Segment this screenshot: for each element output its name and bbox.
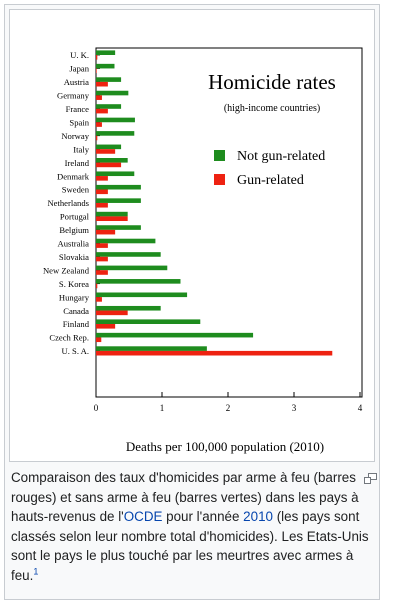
bar-gun-related bbox=[96, 135, 98, 141]
category-label: Sweden bbox=[62, 185, 90, 195]
legend-label-not-gun: Not gun-related bbox=[237, 149, 325, 164]
bar-not-gun-related bbox=[96, 158, 128, 163]
category-label: U. K. bbox=[70, 50, 89, 60]
bar-gun-related bbox=[96, 324, 116, 329]
bar-gun-related bbox=[96, 162, 122, 168]
bar-gun-related bbox=[96, 189, 108, 195]
bar-gun-related bbox=[96, 122, 102, 127]
bar-not-gun-related bbox=[96, 252, 161, 257]
bar-not-gun-related bbox=[96, 117, 135, 123]
footnote-ref[interactable]: 1 bbox=[33, 566, 39, 577]
category-label: Austria bbox=[64, 77, 89, 87]
x-tick-label: 4 bbox=[358, 403, 363, 413]
bar-gun-related bbox=[96, 202, 108, 208]
legend-swatch-gun bbox=[214, 174, 225, 185]
bar-not-gun-related bbox=[96, 63, 115, 69]
bar-gun-related bbox=[96, 216, 128, 221]
bar-gun-related bbox=[96, 55, 98, 60]
bar-not-gun-related bbox=[96, 265, 168, 271]
bar-not-gun-related bbox=[96, 238, 156, 244]
chart-title: Homicide rates bbox=[208, 70, 336, 94]
bar-gun-related bbox=[96, 229, 116, 235]
category-label: Spain bbox=[69, 117, 89, 127]
category-label: Netherlands bbox=[47, 198, 89, 208]
bar-not-gun-related bbox=[96, 305, 161, 311]
x-tick-label: 3 bbox=[292, 403, 297, 413]
bar-not-gun-related bbox=[96, 332, 254, 338]
bar-not-gun-related bbox=[96, 279, 181, 284]
category-label: Slovakia bbox=[59, 252, 89, 262]
figure-caption: Comparaison des taux d'homicides par arm… bbox=[11, 468, 377, 586]
bar-not-gun-related bbox=[96, 144, 122, 150]
category-label: New Zealand bbox=[43, 265, 90, 275]
bar-not-gun-related bbox=[96, 211, 128, 217]
bar-gun-related bbox=[96, 256, 108, 262]
x-axis-label: Deaths per 100,000 population (2010) bbox=[126, 439, 324, 454]
chart-subtitle: (high-income countries) bbox=[224, 103, 320, 114]
x-tick-label: 0 bbox=[94, 403, 99, 413]
category-label: U. S. A. bbox=[62, 346, 89, 356]
bar-not-gun-related bbox=[96, 50, 116, 55]
category-label: Norway bbox=[61, 131, 89, 141]
category-label: Canada bbox=[63, 306, 89, 316]
bar-not-gun-related bbox=[96, 90, 129, 96]
x-tick-label: 1 bbox=[160, 403, 165, 413]
bar-gun-related bbox=[96, 283, 98, 289]
bar-gun-related bbox=[96, 176, 108, 181]
magnify-clip-icon[interactable] bbox=[364, 473, 377, 484]
caption-text-3: (les pays sont classés selon leur nombre… bbox=[11, 509, 369, 583]
bar-gun-related bbox=[96, 270, 108, 275]
bar-not-gun-related bbox=[96, 104, 122, 109]
bar-gun-related bbox=[96, 297, 102, 302]
bar-not-gun-related bbox=[96, 184, 141, 190]
category-label: Belgium bbox=[59, 225, 89, 235]
chart-image[interactable]: 0 1 2 3 4 U. K. Japan Austria Germany France Spain… bbox=[9, 9, 375, 462]
caption-text-1: Comparaison des taux d'homicides par arm… bbox=[11, 470, 359, 525]
category-label: Japan bbox=[69, 64, 89, 74]
bar-gun-related bbox=[96, 108, 108, 114]
bar-gun-related bbox=[96, 81, 108, 87]
legend-swatch-not-gun bbox=[214, 150, 225, 161]
plot-frame bbox=[95, 47, 363, 398]
category-label: Italy bbox=[73, 144, 89, 154]
bar-not-gun-related bbox=[96, 319, 201, 324]
category-label: Australia bbox=[57, 239, 89, 249]
bar-not-gun-related bbox=[96, 198, 141, 203]
bar-not-gun-related bbox=[96, 225, 141, 230]
category-label: Ireland bbox=[65, 158, 90, 168]
legend-label-gun: Gun-related bbox=[237, 173, 304, 188]
bar-gun-related bbox=[96, 149, 116, 154]
category-label: Finland bbox=[63, 319, 90, 329]
category-label: Germany bbox=[57, 91, 90, 101]
bar-not-gun-related bbox=[96, 77, 122, 82]
link-year-2010[interactable]: 2010 bbox=[243, 509, 273, 525]
category-label: Denmark bbox=[57, 171, 90, 181]
bar-gun-related bbox=[96, 310, 128, 316]
bar-gun-related bbox=[96, 350, 333, 356]
bar-not-gun-related bbox=[96, 171, 135, 177]
bar-gun-related bbox=[96, 243, 108, 248]
x-tick-label: 2 bbox=[226, 403, 231, 413]
category-label: S. Korea bbox=[59, 279, 89, 289]
link-ocde[interactable]: OCDE bbox=[123, 509, 163, 525]
bar-gun-related bbox=[96, 68, 97, 74]
category-label: Hungary bbox=[59, 292, 90, 302]
category-label: Portugal bbox=[60, 212, 90, 222]
bar-not-gun-related bbox=[96, 346, 207, 351]
bar-gun-related bbox=[96, 337, 102, 343]
category-label: Czech Rep. bbox=[49, 333, 89, 343]
bar-gun-related bbox=[96, 95, 102, 100]
category-label: France bbox=[66, 104, 90, 114]
bar-not-gun-related bbox=[96, 131, 135, 136]
bar-not-gun-related bbox=[96, 292, 188, 298]
caption-text-2: pour l'année bbox=[162, 509, 244, 525]
homicide-rates-chart: 0 1 2 3 4 U. K. Japan Austria Germany France Spain… bbox=[43, 47, 363, 454]
thumbnail-frame: 0 1 2 3 4 U. K. Japan Austria Germany France Spain… bbox=[4, 4, 380, 600]
